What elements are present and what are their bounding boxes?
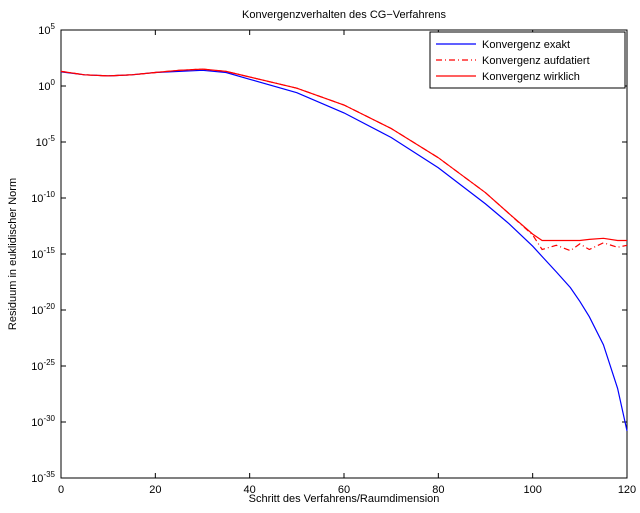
series-line [60, 68, 628, 252]
x-tick-label: 60 [338, 484, 350, 496]
y-tick-label: 10-25 [31, 358, 55, 373]
x-tick-label: 20 [149, 484, 161, 496]
legend-label: Konvergenz exakt [482, 39, 570, 51]
x-axis-label: Schritt des Verfahrens/Raumdimension [249, 493, 440, 505]
x-tick-label: 40 [244, 484, 256, 496]
y-tick-label: 10-35 [31, 470, 55, 485]
y-tick-label: 105 [38, 22, 55, 37]
x-tick-label: 100 [523, 484, 541, 496]
x-tick-label: 80 [432, 484, 444, 496]
legend: Konvergenz exakt Konvergenz aufdatiert Kon… [429, 31, 626, 89]
y-tick-label: 10-20 [31, 302, 55, 317]
y-tick-label: 10-5 [36, 134, 56, 149]
y-tick-label: 10-10 [31, 190, 55, 205]
series-line [60, 68, 627, 242]
legend-label: Konvergenz aufdatiert [482, 55, 590, 67]
legend-label: Konvergenz wirklich [482, 71, 580, 83]
x-tick-label: 120 [618, 484, 636, 496]
legend-box [429, 31, 626, 89]
x-tick-label: 0 [58, 484, 64, 496]
y-axis-label: Residuum in euklidischer Norm [7, 178, 19, 330]
series-line [60, 69, 628, 432]
chart-title: Konvergenzverhalten des CG−Verfahrens [242, 9, 446, 21]
y-tick-label: 100 [38, 78, 55, 93]
y-tick-label: 10-15 [31, 246, 55, 261]
y-tick-label: 10-30 [31, 414, 55, 429]
plot-frame [60, 29, 628, 479]
